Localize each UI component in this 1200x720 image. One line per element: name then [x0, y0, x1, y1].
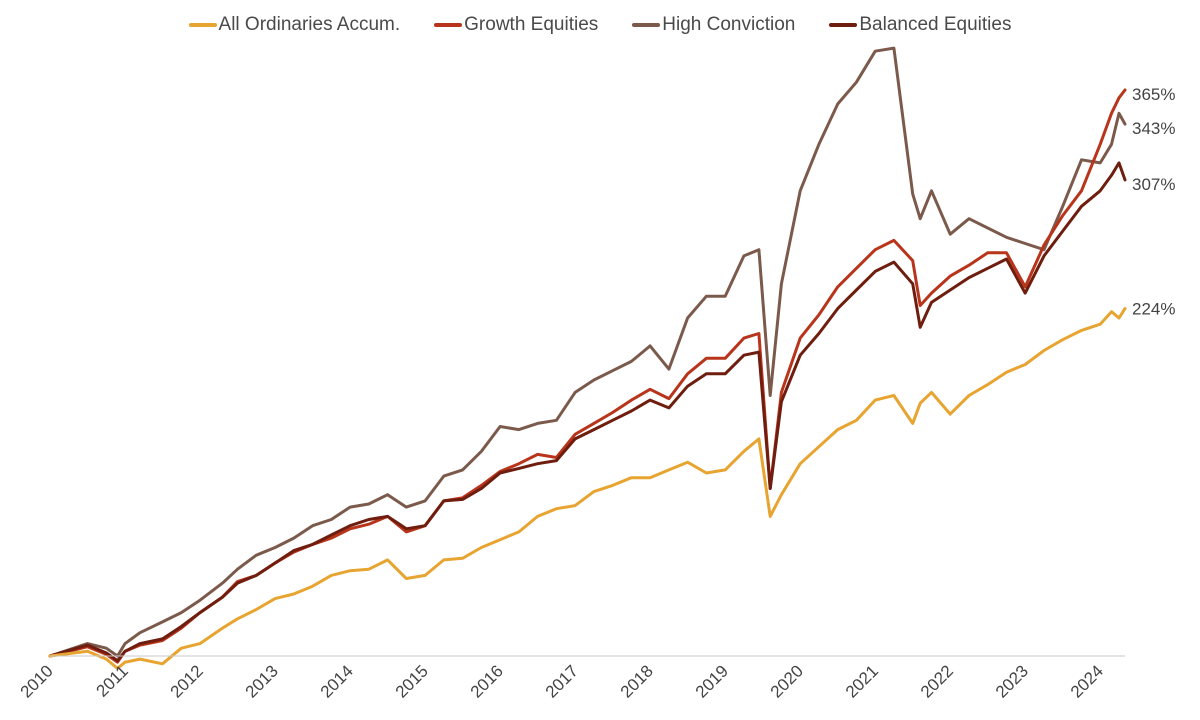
x-tick-label-2013: 2013 — [242, 661, 282, 701]
x-tick-label-2010: 2010 — [17, 661, 57, 701]
end-label-high-conviction: 343% — [1132, 119, 1175, 138]
x-tick-label-2018: 2018 — [617, 661, 657, 701]
end-label-all-ordinaries: 224% — [1132, 300, 1175, 319]
x-tick-label-2014: 2014 — [317, 661, 357, 701]
x-axis-tick-labels: 2010 2011 2012 2013 2014 2015 2016 2017 2018 2019… — [17, 661, 1107, 701]
legend-label-all-ordinaries: All Ordinaries Accum. — [218, 14, 401, 35]
x-tick-label-2021: 2021 — [842, 661, 882, 701]
x-tick-label-2011: 2011 — [93, 661, 132, 700]
x-tick-label-2015: 2015 — [392, 661, 432, 701]
x-tick-label-2020: 2020 — [767, 661, 807, 701]
x-tick-label-2023: 2023 — [992, 661, 1032, 701]
x-tick-label-2016: 2016 — [467, 661, 507, 701]
legend-item-all-ordinaries: All Ordinaries Accum. — [188, 12, 401, 38]
series-line-balanced-equities — [48, 161, 1127, 663]
x-tick-label-2017: 2017 — [542, 661, 582, 701]
series-layer — [48, 46, 1127, 670]
x-tick-label-2012: 2012 — [167, 661, 207, 701]
end-value-labels: 224% 365% 343% 307% — [1132, 85, 1175, 319]
legend-item-high-conviction: High Conviction — [632, 12, 795, 38]
legend-swatch-balanced-equities — [829, 23, 858, 27]
legend-item-balanced-equities: Balanced Equities — [829, 12, 1011, 38]
legend-label-growth-equities: Growth Equities — [464, 14, 599, 35]
chart-legend: All Ordinaries Accum. Growth Equities Hi… — [0, 12, 1200, 38]
legend-swatch-all-ordinaries — [188, 23, 217, 27]
end-label-growth-equities: 365% — [1132, 85, 1175, 104]
legend-swatch-growth-equities — [434, 23, 463, 27]
series-line-high-conviction — [48, 46, 1127, 658]
x-tick-label-2024: 2024 — [1067, 661, 1107, 701]
legend-swatch-high-conviction — [632, 23, 661, 27]
end-label-balanced-equities: 307% — [1132, 175, 1175, 194]
legend-label-high-conviction: High Conviction — [662, 14, 796, 35]
series-line-growth-equities — [48, 88, 1127, 664]
legend-item-growth-equities: Growth Equities — [434, 12, 598, 38]
x-tick-label-2022: 2022 — [917, 661, 957, 701]
x-tick-label-2019: 2019 — [692, 661, 732, 701]
series-line-all-ordinaries — [48, 307, 1127, 670]
legend-label-balanced-equities: Balanced Equities — [859, 14, 1012, 35]
